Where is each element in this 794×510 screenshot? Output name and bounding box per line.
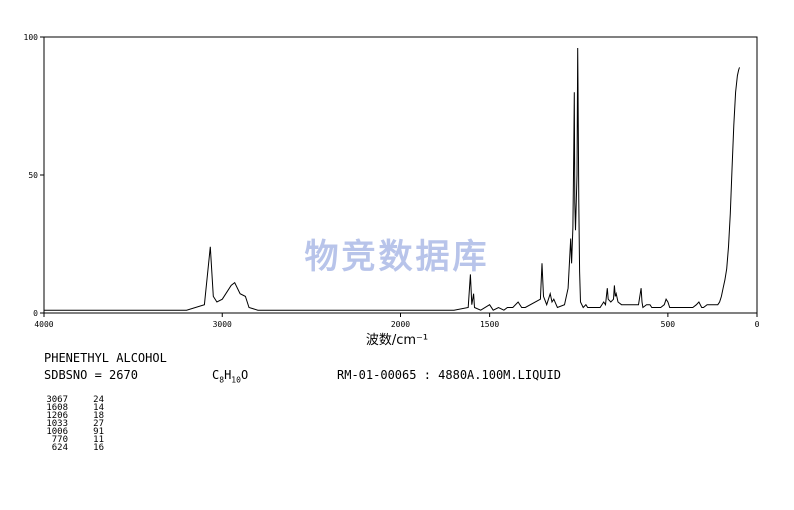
peak-row: 624 16 [44,443,104,453]
watermark: 物竞数据库 [305,237,490,277]
compound-name: PHENETHYL ALCOHOL [44,351,167,365]
peak-row: 770 11 [44,435,104,445]
peak-row: 1206 18 [44,411,104,421]
peak-intensity: 91 [93,427,104,437]
peak-row: 1608 14 [44,403,104,413]
peak-wavenumber: 1608 [46,403,68,413]
x-tick-label: 500 [661,320,676,329]
y-tick-label: 100 [24,33,39,42]
x-tick-label: 1500 [480,320,499,329]
peak-wavenumber: 1033 [46,419,68,429]
peak-intensity: 27 [93,419,104,429]
peak-intensity: 16 [93,443,104,453]
formula-subscript: 10 [231,375,241,385]
peak-intensity: 14 [93,403,104,413]
x-tick-label: 0 [755,320,760,329]
formula-element: H [224,368,232,382]
peak-wavenumber: 1206 [46,411,68,421]
peak-intensity: 24 [93,395,104,405]
sdbs-number: SDBSNO = 2670 [44,368,138,382]
peak-row: 1033 27 [44,419,104,429]
peak-wavenumber: 1006 [46,427,68,437]
formula-element: C [212,368,220,382]
peak-wavenumber: 770 [51,435,68,445]
y-tick-label: 50 [28,171,38,180]
formula-subscript: 8 [219,375,225,385]
record-info: RM-01-00065 : 4880A.100M.LIQUID [337,368,561,382]
spectrum-series-line [44,47,740,311]
x-axis-ticks: 4000 3000 2000 1500 500 0 [34,313,760,329]
y-tick-label: 0 [33,309,38,318]
peak-row: 1006 91 [44,427,104,437]
peak-wavenumber: 3067 [46,395,68,405]
formula-element: O [240,368,249,382]
peak-wavenumber: 624 [51,443,68,453]
peak-table: 3067 24 1608 14 1206 18 1033 27 1006 91 770 11 624 16 [44,395,104,453]
molecular-formula: C8H10O [212,368,248,384]
peak-intensity: 11 [93,435,104,445]
peak-intensity: 18 [93,411,104,421]
x-axis-label: 波数/cm⁻¹ [366,333,428,348]
x-tick-label: 3000 [213,320,232,329]
y-axis-ticks: 100 50 0 [24,33,44,318]
peak-row: 3067 24 [44,395,104,405]
x-tick-label: 2000 [391,320,410,329]
x-tick-label: 4000 [34,320,53,329]
